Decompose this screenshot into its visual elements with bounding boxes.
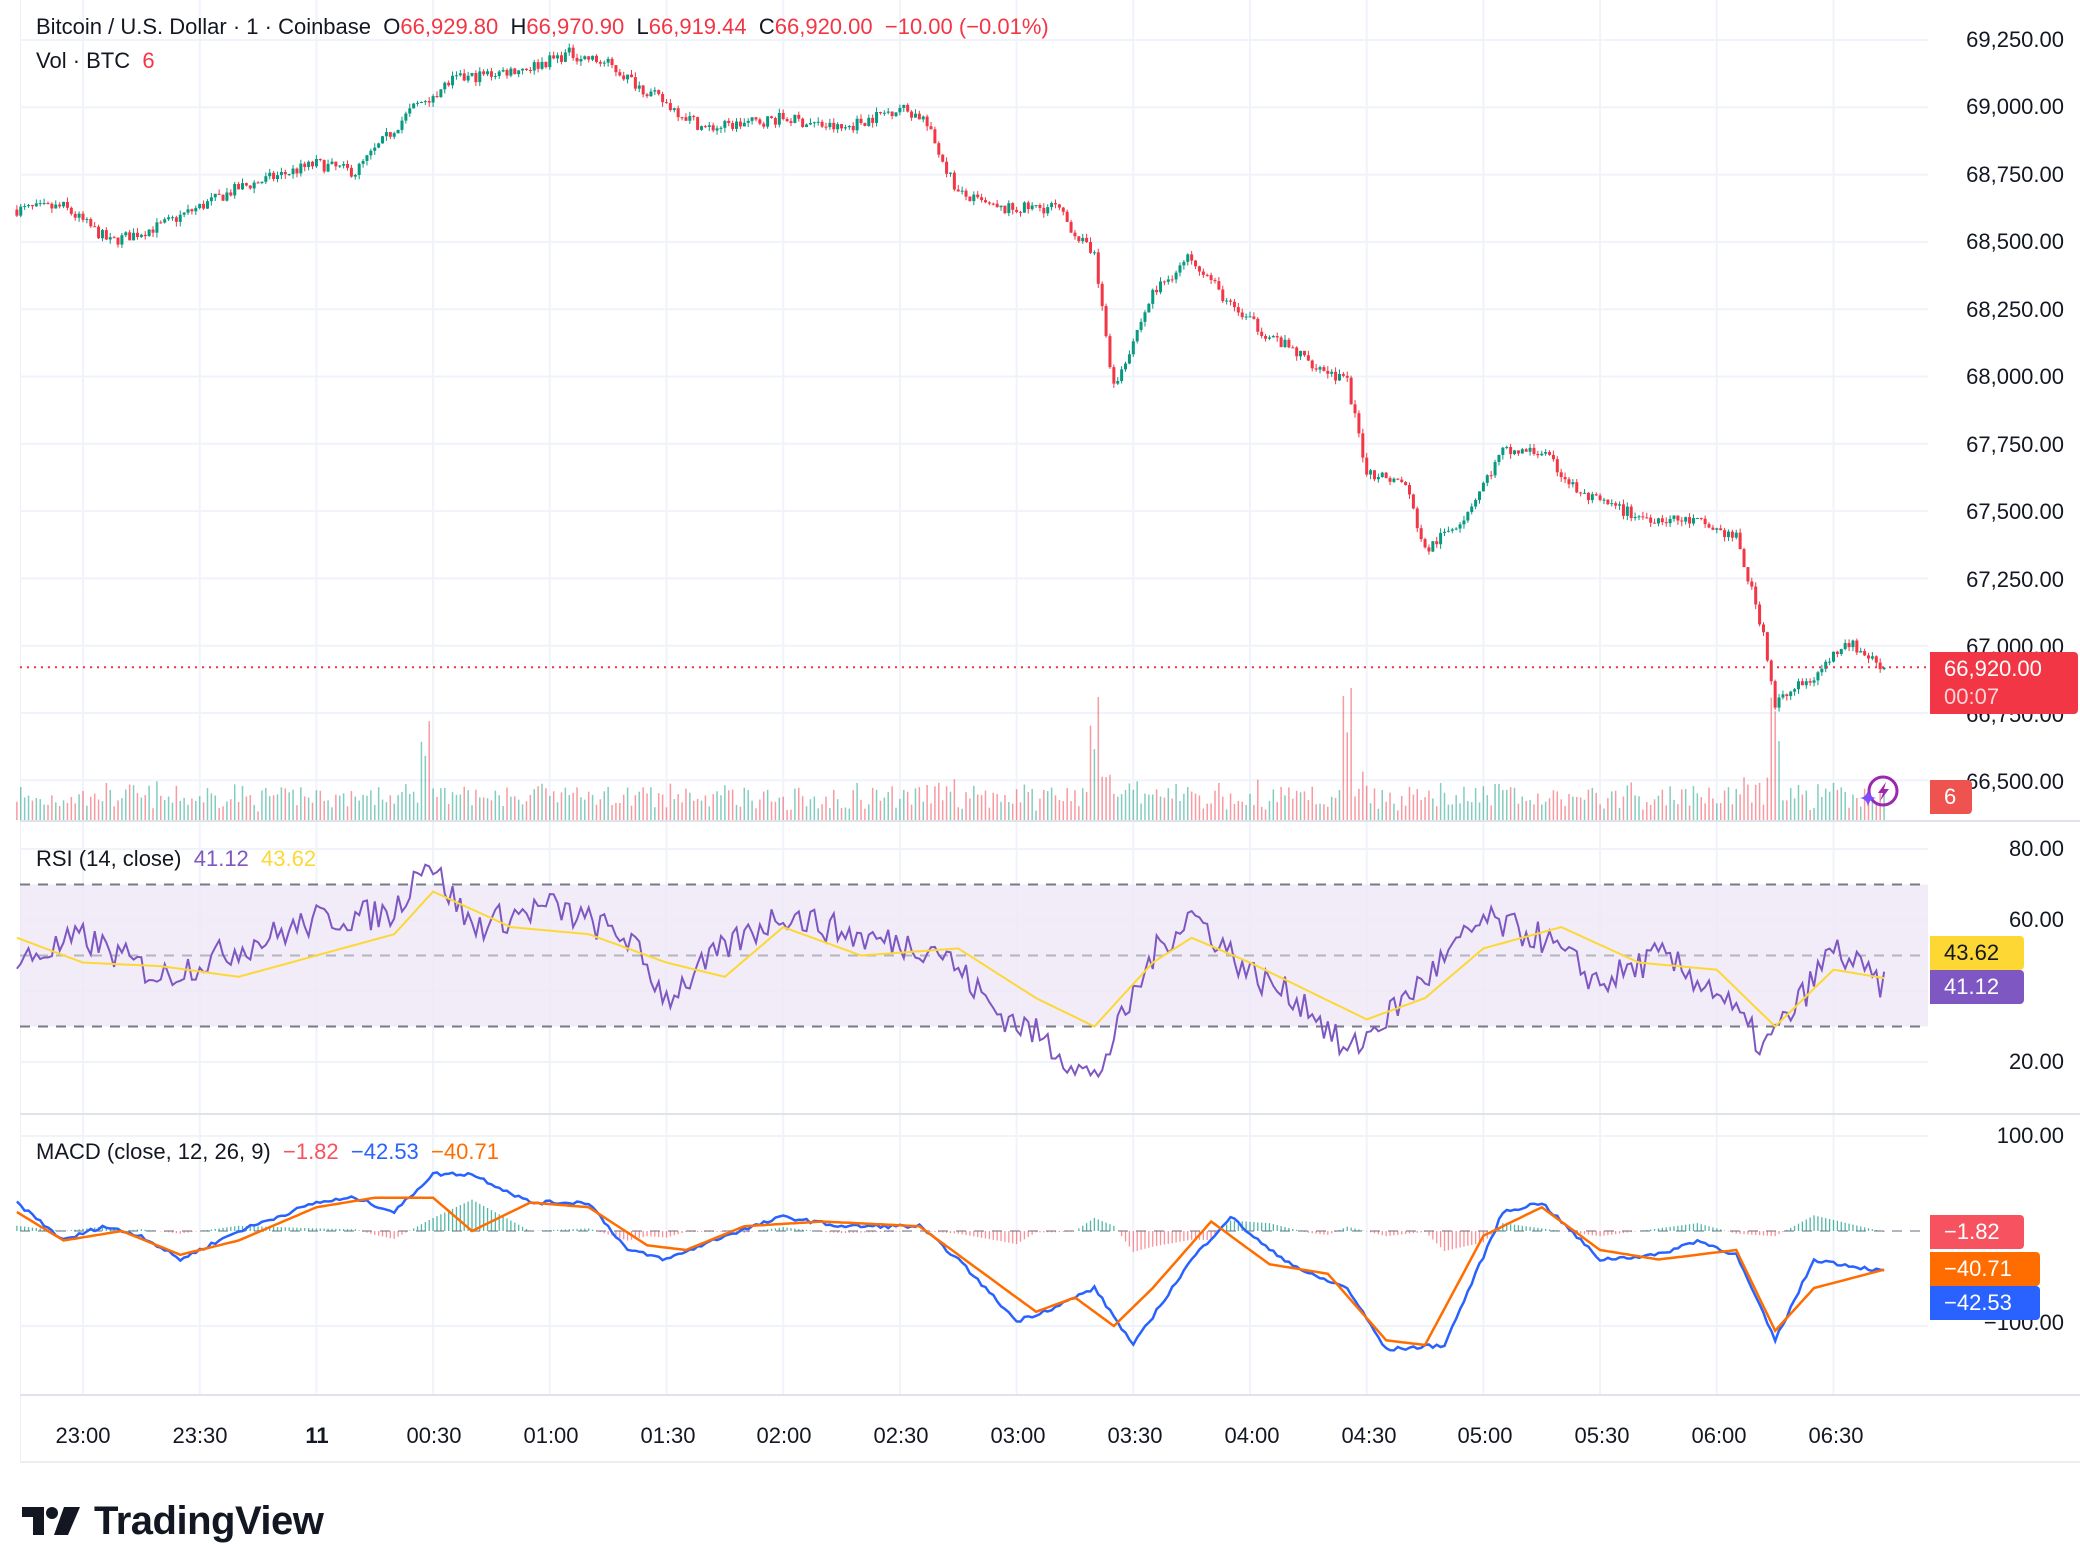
macd-histogram-tag: −1.82 <box>1930 1215 2024 1249</box>
rsi-axis-label: 80.00 <box>2008 836 2064 861</box>
macd-pane <box>16 1171 1928 1352</box>
high-value: 66,970.90 <box>526 14 625 39</box>
change-value: −10.00 (−0.01%) <box>884 14 1049 39</box>
grid <box>20 0 2080 1396</box>
signal-line <box>16 1196 1885 1347</box>
volume-title[interactable]: Vol · BTC <box>36 48 131 73</box>
volume-tag: 6 <box>1930 780 1972 814</box>
macd-axis-label: 100.00 <box>1996 1123 2064 1148</box>
rsi-axis-label: 20.00 <box>2008 1049 2064 1074</box>
volume-legend: Vol · BTC 6 <box>36 48 155 74</box>
rsi-ma-tag: 43.62 <box>1930 936 2024 970</box>
current-price-tag: 66,920.00 00:07 <box>1930 652 2078 714</box>
bar-countdown: 00:07 <box>1944 684 2000 709</box>
time-label: 02:00 <box>756 1423 812 1448</box>
price-candles <box>15 43 1886 712</box>
time-label: 01:00 <box>523 1423 579 1448</box>
price-axis-label: 68,750.00 <box>1966 162 2064 187</box>
low-value: 66,919.44 <box>648 14 747 39</box>
price-axis-label: 69,000.00 <box>1966 94 2064 119</box>
macd-line <box>16 1171 1885 1352</box>
time-label-day: 11 <box>305 1423 329 1448</box>
close-value: 66,920.00 <box>774 14 873 39</box>
symbol-title[interactable]: Bitcoin / U.S. Dollar · 1 · Coinbase <box>36 14 372 39</box>
macd-signal-tag: −40.71 <box>1930 1252 2040 1286</box>
macd-histogram-value: −1.82 <box>282 1139 339 1164</box>
time-label: 06:30 <box>1808 1423 1864 1448</box>
rsi-value: 41.12 <box>193 846 249 871</box>
price-axis-label: 66,500.00 <box>1966 769 2064 794</box>
current-price: 66,920.00 <box>1944 656 2042 681</box>
time-label: 04:30 <box>1341 1423 1397 1448</box>
rsi-ma-value: 43.62 <box>261 846 317 871</box>
time-label: 23:00 <box>55 1423 111 1448</box>
price-axis-label: 69,250.00 <box>1966 27 2064 52</box>
volume-value: 6 <box>142 48 155 73</box>
tradingview-logo[interactable]: TradingView <box>22 1498 324 1543</box>
chart-frame <box>20 0 2080 1463</box>
symbol-legend: Bitcoin / U.S. Dollar · 1 · Coinbase O66… <box>36 14 1049 39</box>
time-label: 23:30 <box>172 1423 228 1448</box>
price-axis-label: 68,000.00 <box>1966 364 2064 389</box>
price-axis-label: 67,750.00 <box>1966 432 2064 457</box>
price-axis-label: 67,500.00 <box>1966 499 2064 524</box>
price-axis-label: 68,250.00 <box>1966 297 2064 322</box>
price-axis-label: 67,250.00 <box>1966 567 2064 592</box>
rsi-title[interactable]: RSI (14, close) <box>36 846 182 871</box>
time-label: 03:00 <box>990 1423 1046 1448</box>
tradingview-logo-icon <box>22 1507 80 1535</box>
rsi-pane <box>16 863 1928 1079</box>
macd-signal-value: −40.71 <box>431 1139 499 1164</box>
macd-title[interactable]: MACD (close, 12, 26, 9) <box>36 1139 271 1164</box>
time-label: 00:30 <box>406 1423 462 1448</box>
rsi-ma-line <box>16 890 1885 1028</box>
macd-legend: MACD (close, 12, 26, 9) −1.82 −42.53 −40… <box>36 1139 499 1165</box>
rsi-axis-label: 60.00 <box>2008 907 2064 932</box>
rsi-tag: 41.12 <box>1930 970 2024 1004</box>
rsi-line <box>16 863 1886 1079</box>
open-value: 66,929.80 <box>400 14 499 39</box>
time-label: 05:00 <box>1457 1423 1513 1448</box>
macd-line-value: −42.53 <box>350 1139 419 1164</box>
time-label: 01:30 <box>640 1423 696 1448</box>
rsi-legend: RSI (14, close) 41.12 43.62 <box>36 846 316 872</box>
volume-bars <box>16 688 1885 820</box>
time-label: 06:00 <box>1691 1423 1747 1448</box>
price-axis-label: 68,500.00 <box>1966 229 2064 254</box>
time-label: 03:30 <box>1107 1423 1163 1448</box>
time-label: 05:30 <box>1574 1423 1630 1448</box>
time-label: 04:00 <box>1224 1423 1280 1448</box>
time-label: 02:30 <box>873 1423 929 1448</box>
macd-line-tag: −42.53 <box>1930 1286 2040 1320</box>
lightning-sparkle-icon[interactable] <box>1856 773 1902 813</box>
logo-text: TradingView <box>94 1498 324 1543</box>
